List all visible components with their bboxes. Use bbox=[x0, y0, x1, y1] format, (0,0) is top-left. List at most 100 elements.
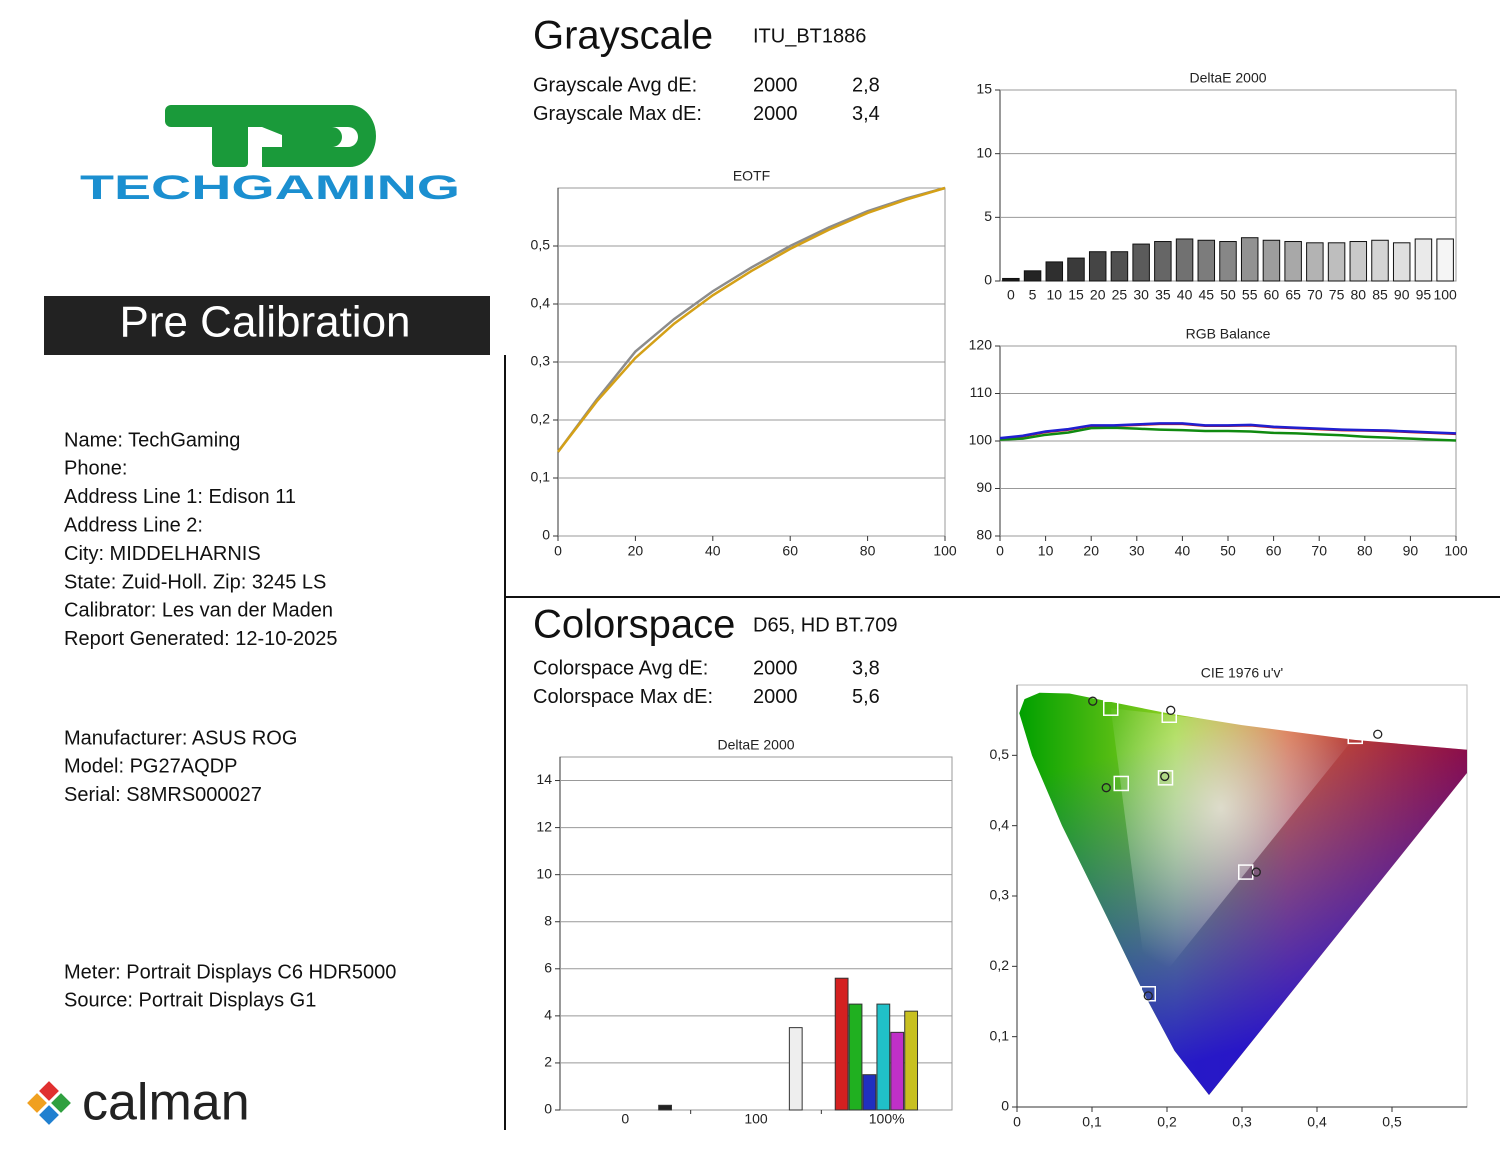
bar bbox=[788, 1027, 803, 1111]
info-line: State: Zuid-Holl. Zip: 3245 LS bbox=[64, 571, 326, 593]
x-tick-label: 30 bbox=[1133, 287, 1149, 303]
x-tick-label: 60 bbox=[1266, 543, 1282, 559]
target-point bbox=[1113, 775, 1129, 792]
x-tick-label: 85 bbox=[1372, 287, 1388, 303]
target-point bbox=[1347, 728, 1363, 745]
y-tick-label: 0,1 bbox=[990, 1027, 1010, 1043]
y-tick-label: 90 bbox=[976, 479, 992, 495]
bar bbox=[1306, 242, 1324, 282]
x-tick-label: 50 bbox=[1220, 287, 1236, 303]
info-line: Model: PG27AQDP bbox=[64, 756, 237, 778]
summary-cell: 3,8 bbox=[852, 657, 880, 679]
x-tick-label: 70 bbox=[1307, 287, 1323, 303]
x-tick-label: 100% bbox=[869, 1111, 905, 1127]
measured-point bbox=[1088, 696, 1098, 706]
info-line: Phone: bbox=[64, 458, 127, 480]
y-tick-label: 0 bbox=[544, 1101, 552, 1117]
x-tick-label: 0,3 bbox=[1232, 1114, 1252, 1130]
summary-cell: Colorspace Max dE: bbox=[533, 686, 713, 708]
x-tick-label: 75 bbox=[1329, 287, 1345, 303]
y-tick-label: 0,2 bbox=[531, 411, 551, 427]
x-tick-label: 10 bbox=[1046, 287, 1062, 303]
y-tick-label: 0,3 bbox=[990, 887, 1010, 903]
summary-cell: Colorspace Avg dE: bbox=[533, 657, 708, 679]
bar bbox=[1067, 257, 1085, 282]
info-line: Manufacturer: ASUS ROG bbox=[64, 727, 297, 749]
x-tick-label: 70 bbox=[1311, 543, 1327, 559]
bar bbox=[658, 1104, 672, 1111]
y-tick-label: 0,1 bbox=[531, 469, 551, 485]
target-point bbox=[1161, 707, 1177, 723]
logo-text: TECHGAMING bbox=[80, 169, 460, 207]
x-tick-label: 0 bbox=[1013, 1114, 1021, 1130]
y-tick-label: 10 bbox=[536, 865, 552, 881]
section-title: Colorspace bbox=[533, 603, 735, 647]
summary-cell: 2000 bbox=[753, 686, 798, 708]
x-tick-label: 100 bbox=[1444, 543, 1468, 559]
info-line: Name: TechGaming bbox=[64, 429, 240, 451]
series-line bbox=[999, 422, 1457, 440]
bar bbox=[848, 1003, 863, 1111]
bar bbox=[1436, 238, 1454, 282]
x-tick-label: 5 bbox=[1029, 287, 1037, 303]
x-tick-label: 80 bbox=[1350, 287, 1366, 303]
y-tick-label: 14 bbox=[536, 771, 552, 787]
bar bbox=[1045, 261, 1064, 282]
chart-title: CIE 1976 u'v' bbox=[1201, 665, 1283, 681]
x-tick-label: 45 bbox=[1198, 287, 1214, 303]
target-point bbox=[1157, 770, 1174, 786]
summary-cell: 5,6 bbox=[852, 686, 880, 708]
summary-cell: Grayscale Max dE: bbox=[533, 103, 702, 125]
measured-point bbox=[1166, 705, 1176, 715]
x-tick-label: 60 bbox=[1264, 287, 1280, 303]
bar bbox=[1392, 242, 1411, 282]
series-line bbox=[999, 426, 1457, 442]
bar bbox=[1414, 238, 1433, 282]
bar bbox=[1110, 251, 1129, 282]
x-tick-label: 60 bbox=[782, 543, 798, 559]
info-line: Address Line 2: bbox=[64, 514, 203, 536]
x-tick-label: 20 bbox=[628, 543, 644, 559]
banner bbox=[44, 296, 490, 355]
banner-text: Pre Calibration bbox=[119, 298, 410, 347]
x-tick-label: 80 bbox=[860, 543, 876, 559]
bar bbox=[1154, 241, 1172, 282]
bar bbox=[1175, 238, 1194, 282]
x-tick-label: 100 bbox=[933, 543, 957, 559]
info-line: Report Generated: 12-10-2025 bbox=[64, 628, 338, 650]
summary-cell: Grayscale Avg dE: bbox=[533, 74, 697, 96]
x-tick-label: 55 bbox=[1242, 287, 1258, 303]
chart-title: DeltaE 2000 bbox=[717, 737, 794, 753]
summary-cell: 2000 bbox=[753, 74, 798, 96]
target-point bbox=[1103, 700, 1119, 716]
x-tick-label: 0 bbox=[996, 543, 1004, 559]
chart-title: EOTF bbox=[733, 168, 770, 184]
summary-cell: 3,4 bbox=[852, 103, 880, 125]
target-point bbox=[1140, 986, 1156, 1002]
bar bbox=[1088, 251, 1107, 282]
measured-point bbox=[1101, 783, 1111, 793]
bar bbox=[1002, 277, 1020, 282]
x-tick-label: 0 bbox=[1007, 287, 1015, 303]
x-tick-label: 20 bbox=[1083, 543, 1099, 559]
x-tick-label: 0,1 bbox=[1082, 1114, 1102, 1130]
x-tick-label: 25 bbox=[1112, 287, 1128, 303]
y-tick-label: 6 bbox=[544, 960, 552, 976]
bar bbox=[890, 1031, 905, 1111]
techgaming-logo: TECHGAMING bbox=[80, 105, 460, 207]
x-tick-label: 35 bbox=[1155, 287, 1171, 303]
section-standard: ITU_BT1886 bbox=[753, 25, 866, 47]
summary-cell: 2000 bbox=[753, 657, 798, 679]
x-tick-label: 65 bbox=[1285, 287, 1301, 303]
bar bbox=[1327, 242, 1346, 282]
measured-point bbox=[1143, 991, 1153, 1001]
x-tick-label: 50 bbox=[1220, 543, 1236, 559]
bar bbox=[1371, 239, 1389, 282]
chart: DeltaE 2000 0 2 4 6 8 10 12 14 0 100 100% bbox=[536, 737, 953, 1127]
y-tick-label: 2 bbox=[544, 1054, 552, 1070]
x-tick-label: 40 bbox=[1177, 287, 1193, 303]
calman-text: calman bbox=[82, 1074, 250, 1132]
chart: CIE 1976 u'v' 0 0,1 0,2 0,3 0,4 0,5 0 0,1 0,2 0,3 0… bbox=[990, 665, 1468, 1130]
bar bbox=[1262, 239, 1281, 282]
